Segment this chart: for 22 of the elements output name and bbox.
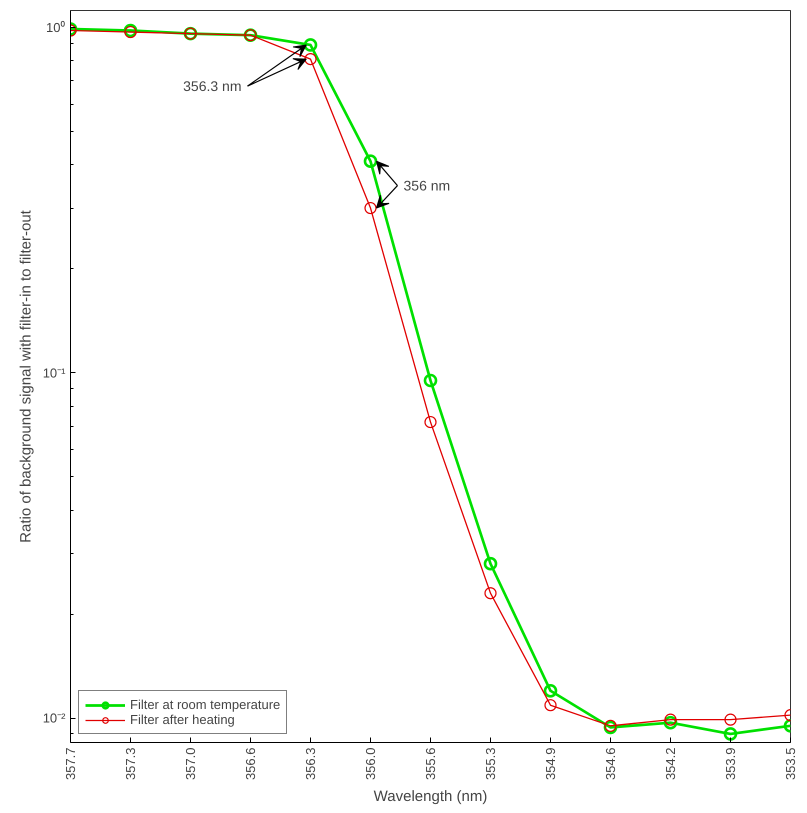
legend-label: Filter after heating (130, 712, 235, 727)
x-tick-label: 354.9 (543, 747, 558, 780)
x-tick-label: 353.5 (783, 747, 798, 780)
y-tick-label: 10⁻¹ (42, 365, 66, 380)
y-axis-title: Ratio of background signal with filter-in to filter-out (18, 209, 35, 543)
x-tick-label: 354.6 (603, 747, 618, 780)
annotation: 356.3 nm (183, 78, 242, 94)
x-tick-label: 355.6 (423, 747, 438, 780)
x-axis-title: Wavelength (nm) (374, 788, 488, 806)
y-tick-label: 10⁰ (46, 20, 66, 35)
y-tick-label: 10⁻² (42, 710, 66, 726)
x-tick-label: 354.2 (663, 747, 678, 780)
x-tick-label: 357.7 (63, 747, 78, 780)
x-tick-label: 356.3 (303, 747, 318, 780)
legend-label: Filter at room temperature (130, 697, 280, 712)
x-tick-label: 357.3 (123, 747, 138, 780)
x-tick-label: 353.9 (723, 747, 738, 780)
x-tick-label: 356.0 (363, 747, 378, 780)
x-tick-label: 357.0 (183, 747, 198, 780)
x-tick-label: 356.6 (243, 747, 258, 780)
x-tick-label: 355.3 (483, 747, 498, 780)
annotation: 356 nm (404, 178, 450, 194)
